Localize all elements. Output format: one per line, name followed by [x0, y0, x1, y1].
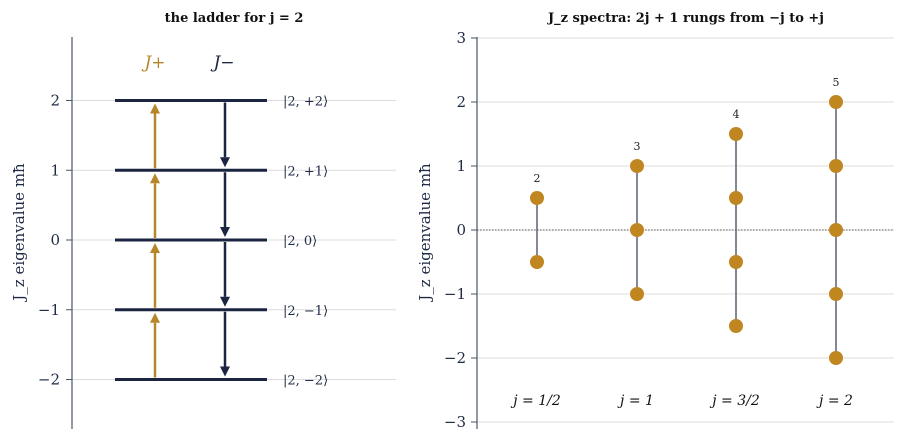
- spectrum-column: 4 j = 3/2: [709, 108, 760, 409]
- raise-arrow: [150, 313, 160, 378]
- ladder-y-ticks: −2 −1 0 1 2: [38, 92, 72, 389]
- spectra-y-tick-label: −3: [444, 413, 466, 431]
- level-ket-label: |2, −1⟩: [283, 304, 328, 319]
- ladder-panel: the ladder for j = 2 −2 −1 0 1 2 J_z eigenva…: [10, 11, 396, 429]
- ladder-y-tick-label: 0: [50, 231, 60, 249]
- spectra-y-tick-label: −1: [444, 285, 466, 303]
- spectrum-point: [829, 223, 843, 237]
- spectra-title: J_z spectra: 2j + 1 rungs from −j to +j: [547, 11, 824, 26]
- spectrum-point: [630, 223, 644, 237]
- spectrum-point: [729, 191, 743, 205]
- level-ket-label: |2, 0⟩: [283, 234, 317, 249]
- spectrum-column: 3 j = 1: [617, 140, 654, 409]
- ladder-levels: |2, +2⟩ |2, +1⟩ |2, 0⟩ |2, −1⟩ |2, −2⟩: [115, 95, 328, 389]
- spectra-y-tick-label: 3: [456, 29, 466, 47]
- j-value-label: j = 1: [617, 393, 654, 409]
- rung-count-label: 2: [534, 172, 541, 185]
- spectra-y-tick-label: 0: [456, 221, 466, 239]
- spectrum-point: [829, 95, 843, 109]
- ladder-title-text: the ladder for j = 2: [165, 11, 304, 26]
- ladder-y-label: J_z eigenvalue mħ: [10, 163, 28, 303]
- spectrum-point: [630, 287, 644, 301]
- spectra-series: 2 j = 1/2 3 j = 1 4 j = 3/2 5 j = 2: [510, 76, 853, 409]
- spectrum-point: [530, 191, 544, 205]
- j-value-label: j = 3/2: [709, 393, 760, 409]
- spectrum-point: [530, 255, 544, 269]
- rung-count-label: 3: [634, 140, 641, 153]
- level-ket-label: |2, +1⟩: [283, 164, 328, 179]
- lower-arrow: [220, 242, 230, 307]
- ladder-y-tick-label: 2: [50, 92, 60, 110]
- spectra-y-label: J_z eigenvalue mħ: [416, 163, 434, 303]
- level-ket-label: |2, −2⟩: [283, 374, 328, 389]
- spectrum-point: [829, 351, 843, 365]
- spectra-y-tick-label: 2: [456, 93, 466, 111]
- lower-arrow: [220, 312, 230, 377]
- raise-arrow: [150, 104, 160, 169]
- lower-arrow: [220, 103, 230, 168]
- rung-count-label: 5: [833, 76, 840, 89]
- spectra-panel: J_z spectra: 2j + 1 rungs from −j to +j …: [416, 11, 894, 431]
- spectra-y-ticks: −3 −2 −1 0 1 2 3: [444, 29, 477, 431]
- spectrum-column: 2 j = 1/2: [510, 172, 561, 409]
- ladder-title: the ladder for j = 2: [165, 11, 304, 26]
- spectrum-point: [729, 255, 743, 269]
- spectrum-column: 5 j = 2: [816, 76, 853, 409]
- spectrum-point: [630, 159, 644, 173]
- j-value-label: j = 2: [816, 393, 853, 409]
- rung-count-label: 4: [733, 108, 740, 121]
- raise-arrow: [150, 243, 160, 308]
- ladder-y-tick-label: 1: [50, 161, 60, 179]
- j-value-label: j = 1/2: [510, 393, 561, 409]
- lower-arrow: [220, 172, 230, 237]
- raise-operator-label: J+: [141, 53, 165, 73]
- spectra-y-tick-label: 1: [456, 157, 466, 175]
- spectrum-point: [829, 159, 843, 173]
- level-ket-label: |2, +2⟩: [283, 95, 328, 110]
- spectrum-point: [829, 287, 843, 301]
- raise-arrow: [150, 173, 160, 238]
- ladder-y-tick-label: −1: [38, 301, 60, 319]
- lower-operator-label: J−: [210, 53, 234, 73]
- ladder-y-tick-label: −2: [38, 371, 60, 389]
- spectrum-point: [729, 319, 743, 333]
- spectrum-point: [729, 127, 743, 141]
- spectra-y-tick-label: −2: [444, 349, 466, 367]
